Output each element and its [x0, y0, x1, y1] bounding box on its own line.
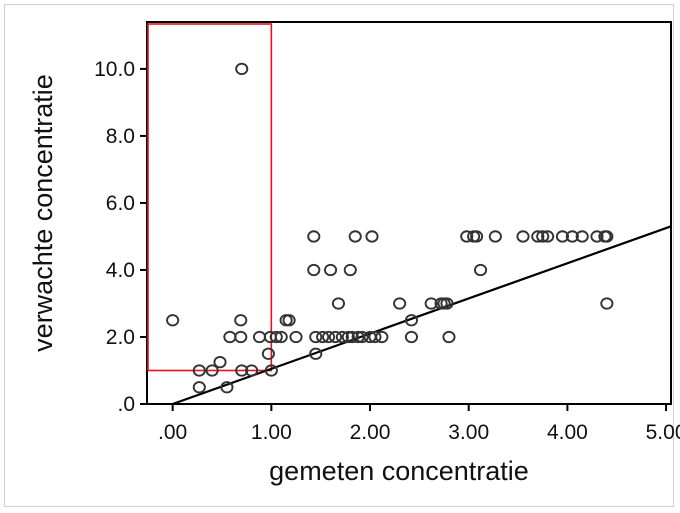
- data-point: [368, 330, 382, 344]
- data-point: [335, 330, 349, 344]
- data-point: [440, 297, 454, 310]
- data-point: [393, 297, 407, 310]
- x-tick-label: 4.00: [547, 421, 588, 444]
- data-point: [316, 330, 330, 344]
- data-point: [343, 263, 357, 277]
- data-point: [235, 364, 249, 377]
- data-point: [166, 314, 180, 327]
- data-point: [282, 314, 296, 327]
- data-point: [488, 230, 502, 243]
- data-point: [442, 330, 456, 344]
- y-axis-ticks: .0 2.0 4.0 6.0 8.0 10.0: [94, 58, 147, 416]
- y-tick-label: 6.0: [106, 192, 135, 215]
- y-tick-label: .0: [117, 393, 135, 416]
- data-point: [234, 314, 248, 327]
- data-point: [309, 347, 323, 360]
- data-point: [575, 230, 589, 243]
- data-point: [555, 230, 570, 243]
- highlight-box: [147, 23, 273, 372]
- data-point: [322, 330, 336, 344]
- data-point: [365, 230, 379, 243]
- data-point: [213, 355, 227, 369]
- data-point: [600, 230, 614, 243]
- data-point: [345, 330, 359, 344]
- data-point: [205, 364, 219, 377]
- data-point: [516, 230, 530, 243]
- data-point: [460, 230, 474, 243]
- data-point: [536, 230, 550, 243]
- x-tick-label: 5.00: [646, 421, 680, 444]
- data-point: [192, 364, 206, 377]
- x-tick-label: 1.00: [251, 421, 292, 444]
- data-point: [473, 263, 488, 277]
- x-axis-title: gemeten concentratie: [269, 456, 529, 486]
- data-point: [309, 330, 323, 344]
- data-point: [355, 330, 369, 344]
- data-point: [328, 330, 343, 344]
- data-point: [192, 381, 206, 394]
- data-point: [234, 330, 248, 344]
- y-axis-title: verwachte concentratie: [28, 74, 58, 352]
- y-tick-label: 8.0: [106, 125, 135, 148]
- data-point: [375, 330, 389, 344]
- data-point: [404, 330, 419, 344]
- x-axis-ticks: .00 1.00 2.00 3.00 4.00 5.00: [158, 404, 680, 444]
- data-point: [331, 297, 345, 310]
- data-point: [245, 364, 259, 377]
- data-point: [600, 297, 614, 310]
- data-point: [274, 330, 288, 344]
- x-tick-label: 2.00: [350, 421, 391, 444]
- data-point: [470, 230, 484, 243]
- data-point: [565, 230, 579, 243]
- data-point: [307, 263, 321, 277]
- x-tick-label: 3.00: [448, 421, 489, 444]
- data-point: [220, 381, 234, 394]
- data-point: [261, 347, 275, 360]
- data-point: [307, 230, 321, 243]
- plot-area: [146, 21, 672, 405]
- y-tick-label: 4.0: [106, 259, 135, 282]
- chart-marks: [147, 23, 672, 406]
- data-point: [269, 330, 283, 344]
- data-point: [531, 230, 545, 243]
- data-point: [341, 330, 355, 344]
- data-point: [541, 230, 555, 243]
- y-tick-label: 10.0: [94, 58, 135, 81]
- y-tick-label: 2.0: [106, 326, 135, 349]
- data-point: [289, 330, 303, 344]
- data-point: [235, 62, 249, 76]
- data-point: [348, 230, 362, 243]
- data-point: [590, 230, 604, 243]
- x-tick-label: .00: [158, 421, 187, 444]
- data-point: [404, 314, 419, 327]
- data-point: [424, 297, 438, 310]
- data-point: [264, 364, 278, 377]
- data-point: [323, 263, 338, 277]
